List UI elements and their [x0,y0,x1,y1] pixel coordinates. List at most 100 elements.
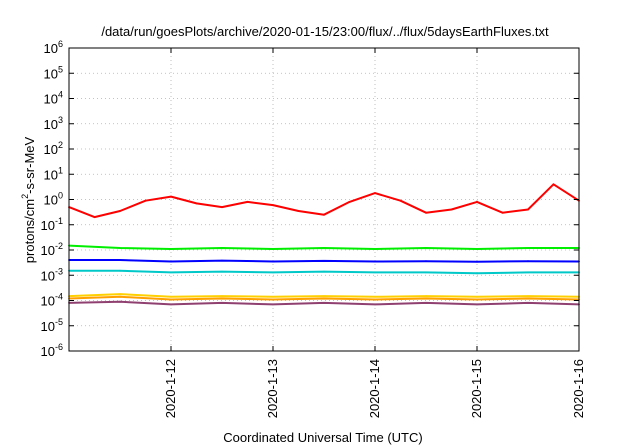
y-axis-label-pre: protons/cm [22,199,37,263]
x-tick-label: 2020-1-14 [367,359,382,418]
data-point [119,300,121,303]
data-point [399,199,402,202]
data-point [527,302,529,304]
y-tick-base: 10 [41,319,55,334]
y-tick-label: 10-6 [41,342,63,359]
y-tick-exp: -6 [55,342,63,352]
data-point [323,260,325,262]
data-point [272,260,274,263]
y-tick-base: 10 [44,117,58,132]
y-tick-base: 10 [41,344,55,359]
data-point [272,204,274,207]
data-point [425,295,427,297]
y-tick-exp: 6 [58,39,63,49]
y-tick-base: 10 [44,167,58,182]
data-point [323,302,325,304]
y-tick-label: 10-5 [41,317,63,334]
y-tick-exp: 2 [58,140,63,150]
x-tick-label: 2020-1-13 [265,359,280,418]
data-point [323,247,325,249]
data-point [476,303,478,306]
data-point [119,269,121,272]
data-point [272,303,274,306]
y-tick-exp: -5 [55,317,63,327]
y-tick-exp: -1 [55,216,63,226]
x-tick-label: 2020-1-16 [571,359,586,418]
y-tick-base: 10 [41,294,55,309]
data-point [374,271,376,274]
data-point [374,303,376,306]
y-tick-exp: 5 [58,64,63,74]
y-tick-exp: 1 [58,165,63,175]
data-point [221,297,223,300]
data-point [119,247,121,249]
x-tick-label: 2020-1-15 [469,359,484,418]
data-point [476,201,478,203]
data-point [170,271,172,274]
data-point [221,270,223,273]
data-point [119,293,121,295]
y-tick-label: 104 [44,90,63,107]
data-point [527,247,529,249]
y-tick-exp: -4 [55,292,63,302]
data-point [476,272,478,275]
x-tick-label: 2020-1-12 [163,359,178,418]
data-point [170,298,172,301]
data-point [323,270,325,273]
y-tick-label: 101 [44,165,63,182]
y-tick-base: 10 [44,92,58,107]
data-point [93,216,96,219]
y-tick-exp: 3 [58,115,63,125]
data-point [170,303,172,306]
grid-lines [69,48,579,351]
data-point [425,271,427,274]
data-point [476,260,478,263]
data-point [425,260,427,263]
data-point [119,210,121,212]
data-point [527,208,529,211]
data-point [170,195,172,198]
y-axis-label-post: -s-sr-MeV [22,136,37,193]
data-point [170,295,172,298]
data-point [119,295,121,298]
data-point [425,297,427,300]
data-point [246,201,249,203]
data-point [374,260,376,263]
data-point [501,211,504,214]
y-tick-label: 100 [44,191,63,208]
y-axis-label: protons/cm2-s-sr-MeV [20,136,37,263]
data-point [221,247,223,249]
chart-title: /data/run/goesPlots/archive/2020-01-15/2… [101,24,549,39]
data-point [476,248,478,250]
y-tick-base: 10 [41,243,55,258]
data-point [425,211,427,214]
y-axis-ticks: 10-610-510-410-310-210-11001011021031041… [41,39,579,359]
series-layer [68,183,580,306]
data-point [272,295,274,298]
data-point [552,183,555,186]
y-tick-exp: 4 [58,90,63,100]
y-tick-label: 10-2 [41,241,63,258]
y-tick-label: 102 [44,140,63,157]
data-point [144,199,147,202]
y-tick-label: 10-1 [41,216,63,233]
data-point [323,295,325,297]
data-point [374,295,376,298]
data-point [476,295,478,298]
data-point [272,298,274,301]
x-axis-ticks: 2020-1-12 2020-1-13 2020-1-14 2020-1-15 2020… [163,48,586,418]
data-point [323,297,325,300]
data-point [195,202,198,205]
y-tick-base: 10 [41,218,55,233]
data-point [119,259,121,261]
data-point [527,297,529,300]
y-tick-exp: -2 [55,241,63,251]
data-point [170,260,172,263]
data-point [348,201,351,203]
y-tick-base: 10 [44,66,58,81]
data-point [272,248,274,250]
data-point [450,208,453,211]
data-point [221,302,223,304]
data-point [476,298,478,301]
